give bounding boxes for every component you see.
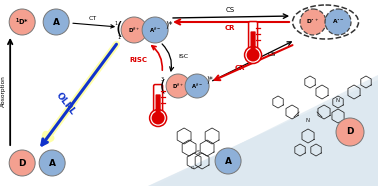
Circle shape [150,110,167,126]
Text: O: O [191,166,194,170]
Circle shape [300,9,326,35]
Text: A$^{\bullet-}$: A$^{\bullet-}$ [332,18,344,26]
FancyBboxPatch shape [251,31,256,50]
Text: CR: CR [235,65,245,71]
Text: S: S [197,150,200,155]
Text: $\mathregular{^3}$: $\mathregular{^3}$ [160,76,164,82]
Text: D: D [346,127,354,137]
Text: OLPL: OLPL [54,91,77,117]
Text: (: ( [116,21,122,39]
Text: D$^{\delta+}$: D$^{\delta+}$ [172,81,184,91]
Text: CS: CS [226,7,235,13]
Text: D: D [19,158,26,168]
FancyBboxPatch shape [249,22,257,51]
Circle shape [245,46,262,63]
Text: N: N [306,118,310,123]
Text: D$^{\delta+}$: D$^{\delta+}$ [128,25,140,35]
FancyBboxPatch shape [155,94,161,113]
Text: A$^{\delta-}$: A$^{\delta-}$ [149,25,161,35]
Text: )*: )* [165,20,173,30]
Circle shape [185,74,209,98]
Text: $\mathregular{^1}$D*: $\mathregular{^1}$D* [15,16,29,28]
Text: CS: CS [268,52,276,57]
Circle shape [215,148,241,174]
Circle shape [336,118,364,146]
Text: Absorption: Absorption [1,75,6,107]
Text: CT: CT [89,15,97,20]
Circle shape [43,9,69,35]
Circle shape [166,74,190,98]
Polygon shape [148,80,378,186]
FancyBboxPatch shape [153,85,163,113]
Text: )*: )* [207,76,214,84]
Circle shape [39,150,65,176]
Text: D$^{\bullet+}$: D$^{\bullet+}$ [307,17,320,26]
Text: (: ( [160,78,166,94]
Text: $\mathregular{^1}$: $\mathregular{^1}$ [117,34,121,40]
Text: A: A [49,158,56,168]
Circle shape [246,49,260,62]
Polygon shape [148,80,378,186]
Text: CR: CR [225,25,235,31]
Circle shape [121,17,147,43]
Text: $\mathregular{^1}$: $\mathregular{^1}$ [114,20,118,26]
Polygon shape [155,75,378,186]
Text: ISC: ISC [178,54,188,59]
Text: A: A [225,156,232,166]
Text: A: A [53,17,60,26]
Circle shape [9,9,35,35]
Text: RISC: RISC [129,57,147,63]
Circle shape [325,9,351,35]
Circle shape [152,111,164,124]
Text: N: N [336,97,340,102]
Circle shape [142,17,168,43]
Circle shape [9,150,35,176]
Text: A$^{\delta-}$: A$^{\delta-}$ [191,81,203,91]
